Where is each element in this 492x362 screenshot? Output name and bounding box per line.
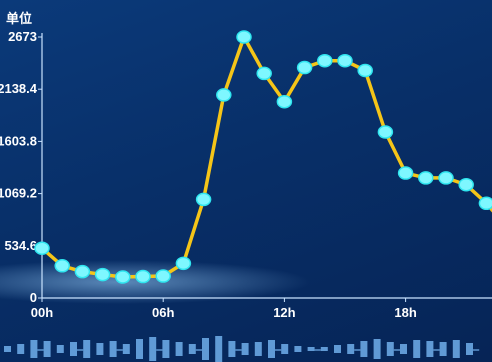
slider-bar — [254, 342, 262, 356]
slider-bar — [281, 344, 289, 354]
slider-bar — [162, 340, 170, 358]
slider-bar — [426, 341, 434, 357]
slider-bar — [202, 338, 209, 360]
slider-bar — [149, 337, 157, 361]
y-tick-label: 1603.8 — [0, 133, 37, 148]
y-tick-label: 1069.2 — [0, 186, 37, 201]
slider-bar — [307, 347, 315, 351]
data-point — [478, 196, 492, 211]
data-point — [115, 270, 131, 284]
slider-bar — [83, 340, 91, 358]
data-point — [195, 192, 212, 207]
slider-bar — [294, 346, 302, 352]
slider-bar — [4, 346, 11, 352]
slider-bar — [122, 344, 130, 354]
slider-bar — [439, 342, 447, 356]
data-point — [175, 256, 192, 271]
data-point — [317, 53, 333, 68]
y-tick-label: 2138.4 — [0, 81, 38, 96]
slider-bar — [136, 339, 143, 359]
data-point — [418, 171, 434, 185]
data-point — [94, 267, 111, 282]
slider-bar — [452, 340, 460, 358]
x-tick-label: 06h — [152, 305, 174, 320]
series-group — [34, 30, 492, 284]
slider-bar — [373, 339, 381, 359]
data-point — [337, 53, 353, 68]
data-zoom-slider[interactable] — [4, 336, 480, 362]
slider-bar — [466, 343, 473, 355]
y-tick-label: 534.6 — [4, 238, 37, 253]
slider-bar — [56, 345, 64, 353]
x-tick-label: 12h — [273, 305, 295, 320]
slider-bar — [360, 341, 368, 357]
slider-bar — [188, 344, 196, 354]
data-point — [458, 177, 474, 192]
slider-bar — [347, 344, 355, 354]
data-point — [357, 63, 373, 78]
data-point — [276, 94, 293, 109]
slider-bar — [320, 347, 328, 351]
data-point — [216, 88, 232, 102]
data-point — [256, 66, 272, 81]
data-point — [438, 171, 454, 185]
y-tick-label: 2673 — [8, 29, 37, 44]
slider-bar — [43, 341, 51, 357]
y-axis-unit-label: 单位 — [6, 11, 33, 26]
data-point — [54, 259, 70, 273]
slider-bar — [175, 342, 183, 356]
slider-bar — [400, 344, 407, 354]
slider-bar — [413, 340, 421, 358]
data-point — [397, 166, 414, 180]
slider-bar — [386, 342, 394, 356]
data-point — [377, 125, 394, 139]
slider-bar — [70, 342, 77, 356]
slider-bar — [96, 343, 104, 355]
slider-bar — [241, 343, 249, 355]
y-tick-label: 0 — [30, 290, 37, 305]
slider-bar — [228, 341, 236, 357]
slider-bar — [30, 340, 38, 358]
data-point — [155, 269, 171, 283]
slider-bar — [215, 336, 223, 362]
x-tick-label: 00h — [31, 305, 53, 320]
data-point — [34, 241, 50, 255]
x-tick-labels: 00h 06h 12h 18h — [31, 305, 417, 320]
data-point — [135, 269, 151, 284]
slider-bar — [268, 340, 275, 358]
slider-bar — [17, 344, 25, 354]
slider-bar — [334, 345, 341, 353]
data-point — [74, 264, 91, 279]
y-tick-labels: 0 534.6 1069.2 1603.8 2138.4 2673 — [0, 29, 38, 305]
data-point — [236, 30, 252, 44]
x-tick-label: 18h — [394, 305, 416, 320]
data-point — [296, 60, 313, 75]
slider-bar — [109, 341, 117, 357]
